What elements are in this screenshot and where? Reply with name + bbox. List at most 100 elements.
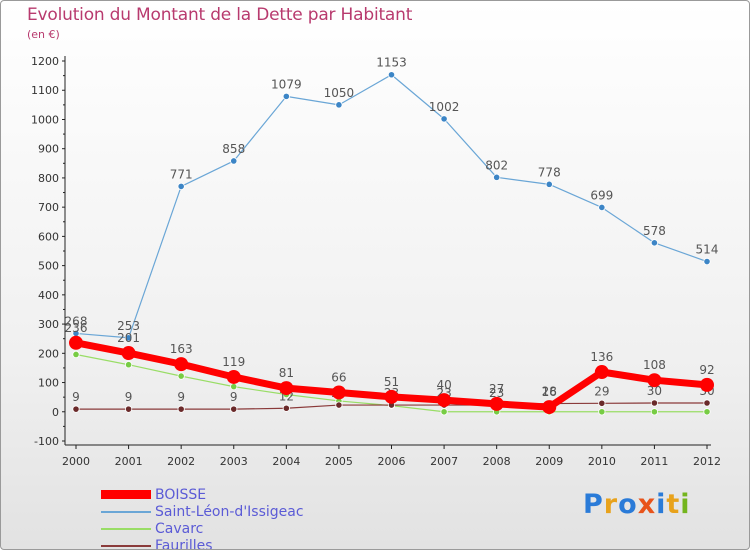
data-point bbox=[124, 361, 133, 369]
data-label: 163 bbox=[170, 342, 193, 356]
data-point bbox=[650, 408, 659, 416]
legend-item: BOISSE bbox=[101, 486, 304, 503]
data-point bbox=[594, 365, 609, 380]
data-point bbox=[650, 399, 659, 407]
y-tick-label: 1200 bbox=[31, 55, 59, 68]
data-point bbox=[387, 71, 396, 79]
logo-letter: i bbox=[680, 489, 691, 520]
data-label: 253 bbox=[117, 319, 140, 333]
data-point bbox=[542, 400, 557, 415]
x-tick-label: 2005 bbox=[325, 455, 353, 468]
data-point bbox=[598, 399, 606, 407]
data-point bbox=[437, 393, 452, 408]
legend-label: Cavarc bbox=[155, 520, 204, 537]
y-tick-label: 400 bbox=[38, 289, 59, 302]
data-label: 9 bbox=[177, 390, 185, 404]
data-point bbox=[226, 369, 241, 384]
data-point bbox=[703, 408, 711, 416]
y-tick-label: 500 bbox=[38, 260, 59, 273]
legend-label: Faurilles bbox=[155, 537, 213, 550]
x-tick-label: 2002 bbox=[167, 455, 195, 468]
data-point bbox=[489, 396, 504, 411]
x-tick-label: 2000 bbox=[62, 455, 90, 468]
logo-letter: x bbox=[637, 489, 657, 520]
logo-letter: o bbox=[618, 489, 638, 520]
proxiti-logo: Proxiti bbox=[583, 489, 691, 520]
data-label: 66 bbox=[331, 370, 346, 384]
data-point bbox=[121, 346, 136, 361]
data-label: 699 bbox=[590, 188, 613, 202]
x-tick-label: 2010 bbox=[588, 455, 616, 468]
legend-swatch bbox=[101, 544, 151, 547]
data-label: 9 bbox=[72, 390, 80, 404]
data-point bbox=[703, 257, 711, 266]
legend-swatch bbox=[101, 490, 151, 499]
y-tick-label: 900 bbox=[38, 143, 59, 156]
data-label: 858 bbox=[222, 142, 245, 156]
data-point bbox=[69, 335, 83, 350]
logo-letter: t bbox=[666, 489, 681, 520]
legend-item: Faurilles bbox=[101, 537, 304, 550]
logo-letter: P bbox=[583, 489, 604, 520]
data-point bbox=[230, 405, 238, 413]
x-tick-label: 2011 bbox=[640, 455, 668, 468]
data-point bbox=[703, 399, 711, 407]
y-tick-label: 0 bbox=[52, 406, 59, 419]
data-label: 29 bbox=[594, 384, 609, 398]
data-point bbox=[440, 115, 448, 123]
data-point bbox=[174, 357, 189, 372]
x-tick-label: 2007 bbox=[430, 455, 458, 468]
legend-label: Saint-Léon-d'Issigeac bbox=[155, 503, 304, 520]
data-label: 1079 bbox=[271, 77, 302, 91]
y-tick-label: -100 bbox=[34, 435, 59, 448]
y-tick-label: 300 bbox=[38, 318, 59, 331]
y-tick-label: 200 bbox=[38, 347, 59, 360]
chart-title: Evolution du Montant de la Dette par Hab… bbox=[27, 5, 413, 25]
x-tick-label: 2012 bbox=[693, 455, 721, 468]
data-label: 1002 bbox=[429, 100, 460, 114]
data-label: 27 bbox=[489, 382, 504, 396]
data-point bbox=[545, 180, 553, 188]
y-tick-label: 700 bbox=[38, 201, 59, 214]
data-label: 1050 bbox=[324, 86, 355, 100]
data-point bbox=[177, 372, 185, 380]
y-tick-label: 1000 bbox=[31, 113, 59, 126]
series-line bbox=[75, 74, 708, 339]
legend-swatch bbox=[101, 527, 151, 530]
data-label: 9 bbox=[230, 390, 238, 404]
data-point bbox=[335, 101, 343, 109]
data-point bbox=[493, 173, 501, 181]
y-tick-label: 1100 bbox=[31, 84, 59, 97]
data-point bbox=[598, 408, 606, 416]
data-label: 1153 bbox=[376, 56, 407, 70]
data-point bbox=[647, 373, 662, 388]
x-tick-label: 2003 bbox=[220, 455, 248, 468]
data-point bbox=[282, 92, 290, 100]
y-tick-label: 100 bbox=[38, 377, 59, 390]
x-tick-label: 2008 bbox=[483, 455, 511, 468]
data-label: 778 bbox=[538, 165, 561, 179]
data-point bbox=[177, 182, 185, 190]
data-label: 108 bbox=[643, 358, 666, 372]
data-label: 23 bbox=[489, 386, 504, 400]
legend-item: Cavarc bbox=[101, 520, 304, 537]
data-label: 201 bbox=[117, 331, 140, 345]
x-tick-label: 2009 bbox=[535, 455, 563, 468]
data-label: 92 bbox=[699, 363, 714, 377]
data-point bbox=[72, 405, 80, 413]
data-point bbox=[335, 401, 343, 409]
data-point bbox=[384, 389, 399, 404]
logo-letter: r bbox=[603, 489, 619, 520]
data-label: 28 bbox=[542, 385, 557, 399]
data-point bbox=[650, 239, 659, 247]
data-point bbox=[331, 385, 346, 400]
data-label: 136 bbox=[590, 350, 613, 364]
data-label: 40 bbox=[436, 378, 451, 392]
data-point bbox=[282, 404, 290, 412]
data-label: 578 bbox=[643, 224, 666, 238]
chart-legend: BOISSE Saint-Léon-d'Issigeac Cavarc Faurill… bbox=[101, 486, 304, 550]
data-label: 51 bbox=[384, 375, 399, 389]
data-point bbox=[177, 405, 185, 413]
